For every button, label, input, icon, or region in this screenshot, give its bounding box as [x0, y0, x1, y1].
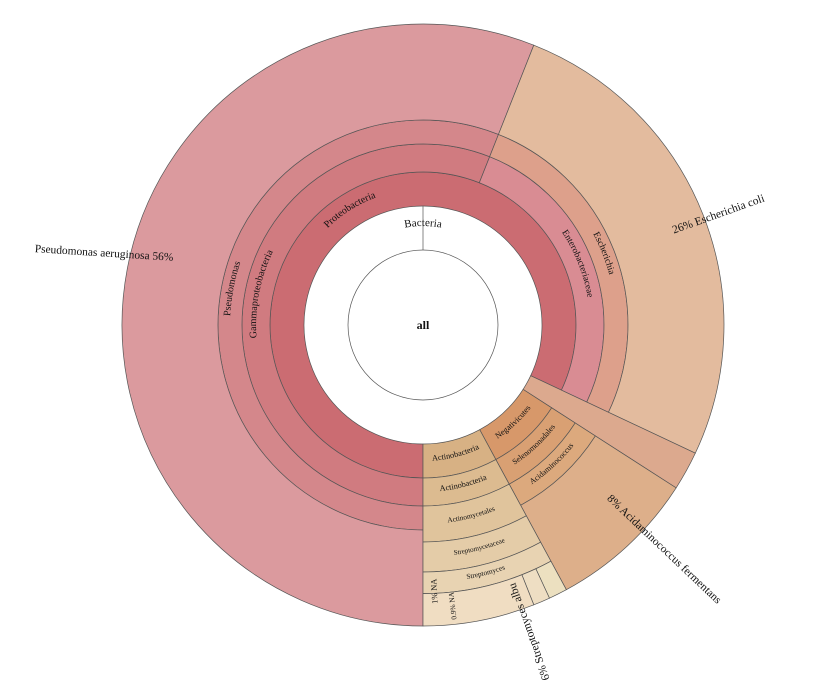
svg-text:1% NA: 1% NA [429, 579, 439, 605]
svg-text:all: all [417, 318, 430, 332]
